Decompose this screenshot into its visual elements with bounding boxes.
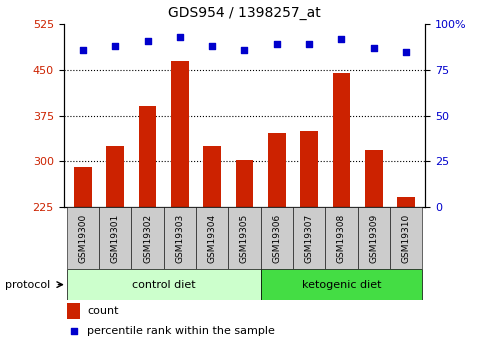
Text: GSM19301: GSM19301 <box>111 214 120 263</box>
Text: GSM19309: GSM19309 <box>368 214 377 263</box>
Bar <box>131 207 163 269</box>
Text: GSM19300: GSM19300 <box>78 214 87 263</box>
Text: GSM19306: GSM19306 <box>272 214 281 263</box>
Bar <box>171 61 188 344</box>
Point <box>176 34 183 40</box>
Bar <box>196 207 228 269</box>
Bar <box>106 146 124 344</box>
Text: count: count <box>87 306 119 316</box>
Bar <box>139 106 156 344</box>
Bar <box>300 131 317 344</box>
Text: control diet: control diet <box>132 280 195 289</box>
Point <box>272 41 280 47</box>
Bar <box>260 207 292 269</box>
Bar <box>67 207 99 269</box>
Point <box>111 43 119 49</box>
Bar <box>389 207 421 269</box>
Bar <box>74 167 92 344</box>
Text: GSM19303: GSM19303 <box>175 214 184 263</box>
Text: GSM19307: GSM19307 <box>304 214 313 263</box>
Bar <box>67 303 80 319</box>
Title: GDS954 / 1398257_at: GDS954 / 1398257_at <box>168 6 320 20</box>
Bar <box>163 207 196 269</box>
Point <box>79 47 87 52</box>
Point <box>337 36 345 41</box>
Text: GSM19305: GSM19305 <box>240 214 248 263</box>
Bar <box>357 207 389 269</box>
Text: ketogenic diet: ketogenic diet <box>301 280 381 289</box>
Bar <box>228 207 260 269</box>
Bar <box>260 269 421 300</box>
Bar <box>292 207 325 269</box>
Point <box>369 45 377 51</box>
Text: GSM19304: GSM19304 <box>207 214 216 263</box>
Bar <box>325 207 357 269</box>
Text: percentile rank within the sample: percentile rank within the sample <box>87 326 274 336</box>
Bar <box>235 160 253 344</box>
Text: GSM19302: GSM19302 <box>143 214 152 263</box>
Text: GSM19308: GSM19308 <box>336 214 345 263</box>
Bar <box>396 197 414 344</box>
Text: protocol: protocol <box>5 280 50 289</box>
Bar <box>364 150 382 344</box>
Bar <box>267 132 285 344</box>
Bar <box>67 269 260 300</box>
Text: GSM19310: GSM19310 <box>401 214 410 263</box>
Point <box>70 328 78 334</box>
Bar <box>332 73 349 344</box>
Point <box>143 38 151 43</box>
Bar <box>99 207 131 269</box>
Point <box>305 41 312 47</box>
Point <box>401 49 409 54</box>
Bar <box>203 146 221 344</box>
Point <box>240 47 248 52</box>
Point <box>208 43 216 49</box>
